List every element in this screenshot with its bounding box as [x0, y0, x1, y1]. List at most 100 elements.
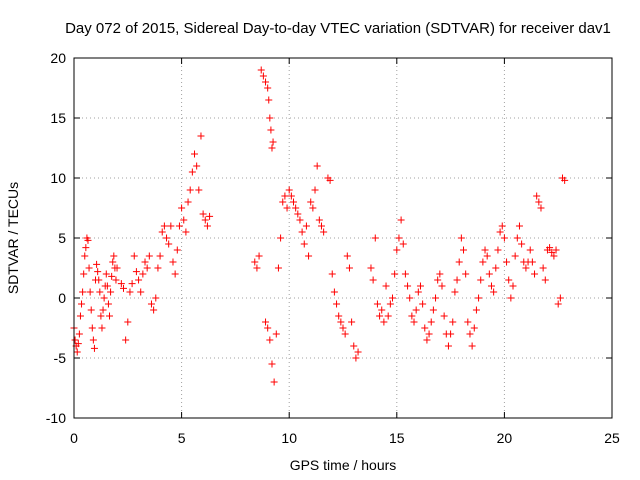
data-point [406, 294, 414, 302]
data-point [453, 276, 461, 284]
data-point [539, 264, 547, 272]
data-point [154, 264, 162, 272]
data-point [352, 354, 360, 362]
data-point [556, 294, 564, 302]
data-point [505, 276, 513, 284]
data-point [71, 336, 79, 344]
y-tick-label: -10 [46, 410, 66, 426]
data-point [309, 204, 317, 212]
data-point [106, 312, 114, 320]
data-point [152, 294, 160, 302]
data-point [515, 222, 523, 230]
data-point [498, 222, 506, 230]
data-point [193, 162, 201, 170]
data-point [110, 252, 118, 260]
data-point [481, 246, 489, 254]
data-point [485, 270, 493, 278]
data-point [503, 258, 511, 266]
data-point [462, 270, 470, 278]
data-point [447, 330, 455, 338]
data-point [257, 66, 265, 74]
y-tick-label: 15 [50, 110, 66, 126]
data-point [98, 324, 106, 332]
data-point [285, 186, 293, 194]
x-tick-label: 5 [178, 430, 186, 446]
data-point [425, 330, 433, 338]
data-point [294, 210, 302, 218]
data-point [135, 276, 143, 284]
data-point [427, 318, 435, 326]
data-point [333, 300, 341, 308]
data-point [100, 294, 108, 302]
data-point [373, 300, 381, 308]
data-point [313, 162, 321, 170]
data-point [112, 276, 120, 284]
data-point [315, 216, 323, 224]
y-tick-label: -5 [54, 350, 67, 366]
data-point [184, 198, 192, 206]
x-axis: 0 5 10 15 20 25 [70, 58, 620, 446]
data-point [75, 330, 83, 338]
data-point [300, 240, 308, 248]
data-point [548, 248, 556, 256]
data-point [274, 264, 282, 272]
data-point [537, 204, 545, 212]
data-point [391, 270, 399, 278]
data-point [500, 234, 508, 242]
data-point [283, 204, 291, 212]
data-point [178, 204, 186, 212]
data-point [466, 330, 474, 338]
data-point [380, 318, 388, 326]
data-point [339, 324, 347, 332]
data-point [421, 324, 429, 332]
data-point [99, 306, 107, 314]
data-point [262, 78, 270, 86]
data-point [382, 282, 390, 290]
data-point [434, 276, 442, 284]
data-point [371, 234, 379, 242]
data-point [460, 246, 468, 254]
data-point [518, 240, 526, 248]
data-point [109, 258, 117, 266]
data-point [386, 300, 394, 308]
data-point [526, 246, 534, 254]
data-point [388, 294, 396, 302]
data-point [341, 330, 349, 338]
data-point [320, 228, 328, 236]
data-point [266, 336, 274, 344]
y-tick-label: 0 [58, 290, 66, 306]
data-point [264, 324, 272, 332]
data-point [195, 186, 203, 194]
data-point [429, 306, 437, 314]
data-point [451, 288, 459, 296]
data-point [414, 288, 422, 296]
data-point [302, 222, 310, 230]
data-point [419, 300, 427, 308]
data-point [468, 342, 476, 350]
data-point [156, 252, 164, 260]
chart-title: Day 072 of 2015, Sidereal Day-to-day VTE… [65, 20, 611, 37]
data-point [173, 246, 181, 254]
data-point [182, 228, 190, 236]
data-point [298, 228, 306, 236]
data-point [464, 318, 472, 326]
data-point [475, 294, 483, 302]
data-point [307, 198, 315, 206]
data-point [335, 312, 343, 320]
data-point [401, 270, 409, 278]
data-point [87, 306, 95, 314]
data-point [150, 306, 158, 314]
data-point [328, 270, 336, 278]
data-point [188, 168, 196, 176]
data-point [89, 336, 97, 344]
data-point [494, 246, 502, 254]
data-point [80, 270, 88, 278]
data-point [546, 244, 554, 252]
y-tick-label: 5 [58, 230, 66, 246]
data-point [438, 282, 446, 290]
data-point [147, 300, 155, 308]
data-point [268, 360, 276, 368]
data-point [449, 318, 457, 326]
data-point [93, 260, 101, 268]
data-point [554, 300, 562, 308]
